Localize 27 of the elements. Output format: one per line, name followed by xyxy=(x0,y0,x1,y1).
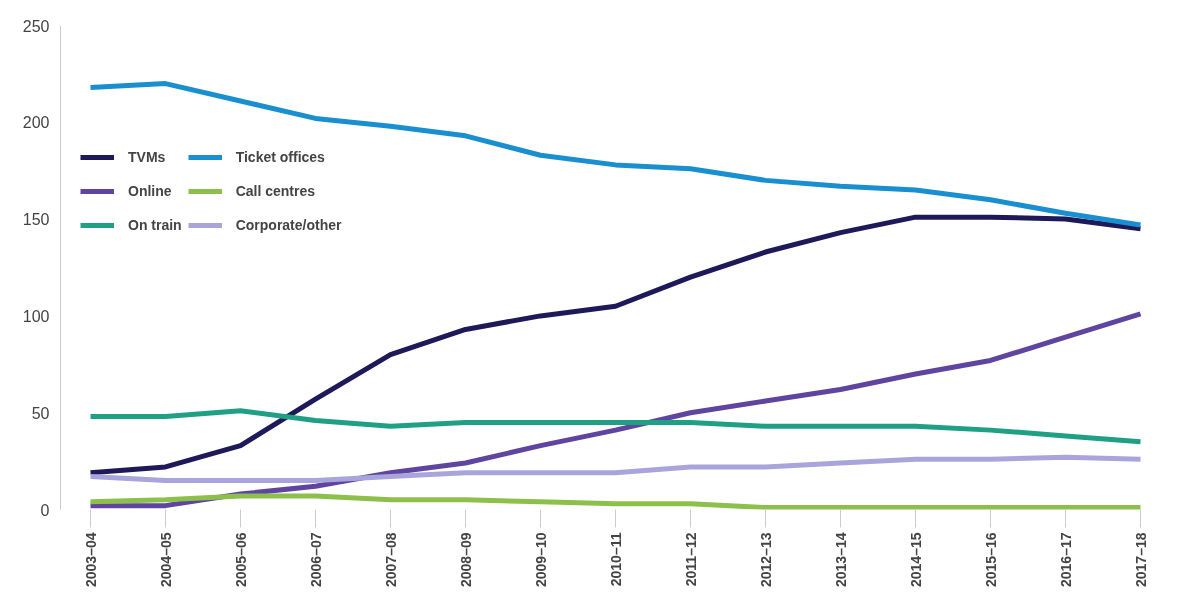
x-tick-label: 2014–15 xyxy=(907,532,924,587)
y-tick-label: 200 xyxy=(22,114,50,132)
legend-label: Online xyxy=(128,183,172,199)
y-tick-label: 100 xyxy=(22,307,50,325)
x-tick-label: 2016–17 xyxy=(1057,532,1074,587)
legend-label: TVMs xyxy=(128,149,166,165)
y-tick-label: 50 xyxy=(31,404,50,422)
legend-label: Call centres xyxy=(235,183,316,199)
x-tick-label: 2006–07 xyxy=(307,532,324,587)
x-tick-label: 2017–18 xyxy=(1132,532,1149,587)
y-tick-label: 250 xyxy=(22,17,50,35)
x-tick-label: 2003–04 xyxy=(82,532,99,587)
x-tick-label: 2013–14 xyxy=(832,532,849,587)
x-tick-label: 2007–08 xyxy=(382,532,399,587)
legend-label: On train xyxy=(128,217,182,233)
x-tick-label: 2012–13 xyxy=(757,532,774,587)
x-tick-label: 2004–05 xyxy=(157,532,174,587)
legend-label: Ticket offices xyxy=(235,149,325,165)
x-tick-label: 2009–10 xyxy=(532,532,549,587)
y-tick-label: 150 xyxy=(22,211,50,229)
x-tick-label: 2010–11 xyxy=(607,532,624,587)
y-tick-label: 0 xyxy=(40,501,50,519)
x-tick-label: 2008–09 xyxy=(457,532,474,587)
x-tick-label: 2005–06 xyxy=(232,532,249,587)
legend-label: Corporate/other xyxy=(235,217,342,233)
x-tick-label: 2015–16 xyxy=(982,532,999,587)
x-tick-label: 2011–12 xyxy=(682,532,699,587)
